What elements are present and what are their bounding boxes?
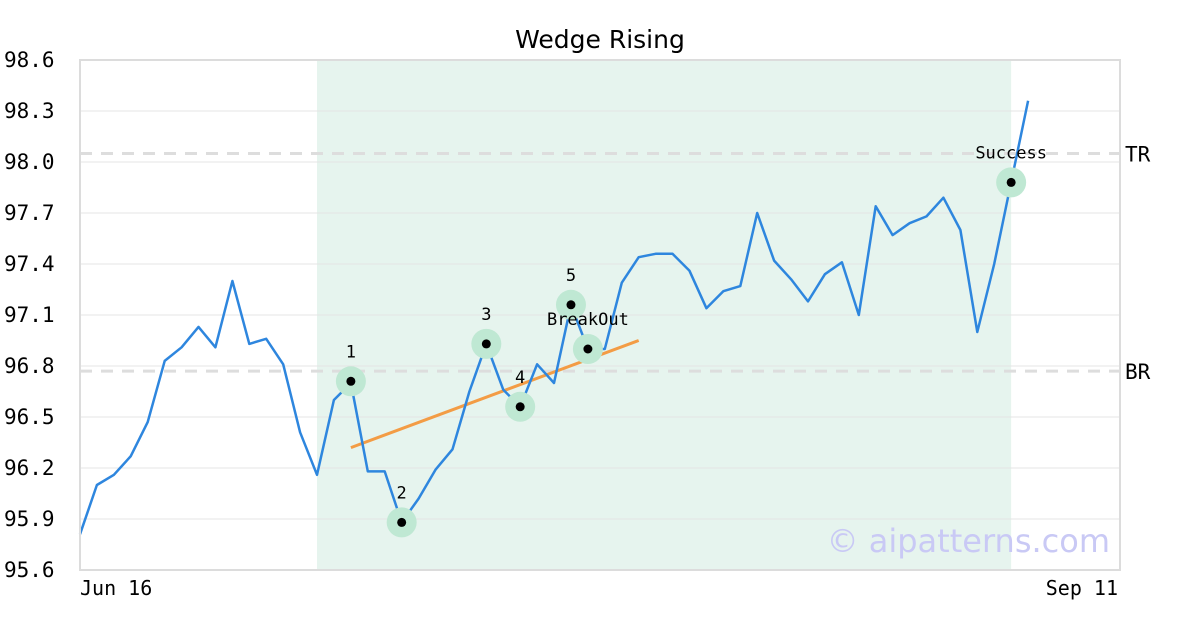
marker-label-breakout: BreakOut bbox=[547, 310, 629, 330]
y-tick-label: 98.3 bbox=[4, 99, 55, 123]
marker-dot-1 bbox=[346, 376, 356, 386]
watermark-text: © aipatterns.com bbox=[827, 522, 1110, 560]
y-tick-label: 96.2 bbox=[4, 456, 55, 480]
marked-points: 1 2 3 4 5 BreakOut Success bbox=[335, 143, 1047, 538]
plot-frame bbox=[79, 59, 1121, 571]
marker-label-1: 1 bbox=[346, 342, 356, 362]
y-tick-label: 96.5 bbox=[4, 405, 55, 429]
series-line bbox=[78, 100, 1030, 535]
reference-label-tr: TR bbox=[1125, 143, 1151, 167]
reference-label-br: BR bbox=[1125, 360, 1151, 384]
y-tick-label: 97.7 bbox=[4, 201, 55, 225]
axes: 95.6 95.9 96.2 96.5 96.8 97.1 97.4 97.7 98.0 98.3… bbox=[4, 48, 1121, 600]
y-tick-label: 98.0 bbox=[4, 150, 55, 174]
marker-dot-success bbox=[1006, 177, 1016, 187]
chart-title: Wedge Rising bbox=[515, 25, 685, 54]
x-tick-label: Sep 11 bbox=[1046, 576, 1118, 600]
reference-lines: TR BR bbox=[80, 143, 1151, 384]
marker-label-5: 5 bbox=[566, 266, 576, 286]
marker-dot-breakout bbox=[583, 344, 593, 354]
x-tick-label: Jun 16 bbox=[80, 576, 152, 600]
marker-dot-3 bbox=[481, 339, 491, 349]
marker-dot-2 bbox=[397, 517, 407, 527]
marker-dot-4 bbox=[515, 402, 525, 412]
y-tick-label: 95.6 bbox=[4, 558, 55, 582]
marker-label-2: 2 bbox=[397, 483, 407, 503]
marker-label-3: 3 bbox=[481, 305, 491, 325]
marker-label-4: 4 bbox=[515, 368, 525, 388]
y-tick-label: 97.1 bbox=[4, 303, 55, 327]
y-tick-label: 95.9 bbox=[4, 507, 55, 531]
price-series bbox=[78, 100, 1030, 535]
marker-label-success: Success bbox=[975, 143, 1047, 163]
marker-dot-5 bbox=[566, 300, 576, 310]
y-tick-label: 97.4 bbox=[4, 252, 55, 276]
y-tick-label: 96.8 bbox=[4, 354, 55, 378]
y-tick-label: 98.6 bbox=[4, 48, 55, 72]
